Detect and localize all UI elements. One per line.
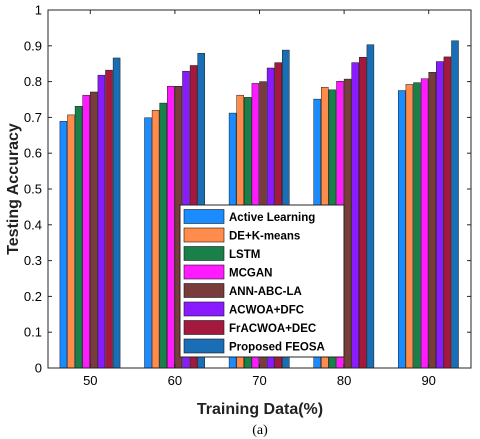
- bar-acwoa-dfc-90: [436, 61, 444, 369]
- bar-active-learning-60: [144, 117, 152, 369]
- bar-acwoa-dfc-80: [351, 62, 359, 369]
- bar-proposed-feosa-90: [451, 40, 459, 369]
- bar-proposed-feosa-80: [366, 44, 375, 369]
- bar-active-learning-50: [59, 121, 68, 369]
- legend-swatch-lstm: [183, 246, 225, 261]
- bar-lstm-50: [74, 106, 83, 369]
- legend-label-de-k-means: DE+K-means: [229, 231, 300, 243]
- bar-de-k-means-60: [151, 109, 160, 369]
- x-tick-label: 80: [337, 373, 351, 388]
- legend-swatch-proposed-feosa: [183, 338, 225, 354]
- bar-fracwoa-dec-80: [359, 57, 367, 369]
- bar-proposed-feosa-50: [112, 57, 121, 369]
- legend-swatch-ann-abc-la: [183, 283, 225, 298]
- bar-ann-abc-la-90: [428, 72, 436, 369]
- y-tick-label: 0.2: [24, 289, 42, 304]
- bar-fracwoa-dec-50: [105, 69, 113, 369]
- figure-caption: (a): [252, 423, 268, 438]
- legend-label-proposed-feosa: Proposed FEOSA: [229, 342, 325, 354]
- legend-swatch-de-k-means: [183, 227, 225, 243]
- bar-de-k-means-50: [67, 114, 75, 369]
- bar-active-learning-90: [398, 90, 406, 369]
- bar-fracwoa-dec-90: [443, 56, 452, 369]
- y-tick-label: 0.6: [24, 146, 42, 161]
- legend-swatch-active-learning: [183, 209, 225, 224]
- x-axis-title: Training Data(%): [197, 401, 323, 418]
- legend-label-lstm: LSTM: [229, 249, 260, 261]
- x-tick-label: 70: [252, 373, 266, 388]
- bar-mcgan-50: [82, 94, 90, 369]
- y-axis-title: Testing Accuracy: [5, 123, 22, 255]
- bar-lstm-90: [413, 82, 421, 369]
- legend: Active Learning DE+K-means LSTM MCGAN ANN-AB…: [179, 204, 345, 358]
- legend-swatch-fracwoa-dec: [183, 320, 225, 335]
- y-tick-label: 0.7: [24, 110, 42, 125]
- y-ticks: 0 0.1 0.2 0.3 0.4 0.5 0.6 0.7 0.8 0.9 1: [24, 3, 471, 376]
- legend-label-acwoa-dfc: ACWOA+DFC: [229, 305, 304, 317]
- legend-swatch-acwoa-dfc: [183, 301, 225, 317]
- x-tick-label: 60: [168, 373, 182, 388]
- bar-mcgan-60: [167, 86, 175, 369]
- bar-ann-abc-la-80: [343, 78, 352, 369]
- legend-label-active-learning: Active Learning: [229, 212, 315, 224]
- legend-label-ann-abc-la: ANN-ABC-LA: [229, 286, 302, 298]
- legend-swatch-mcgan: [183, 264, 225, 280]
- legend-label-mcgan: MCGAN: [229, 268, 272, 280]
- y-tick-label: 0.5: [24, 182, 42, 197]
- bar-ann-abc-la-50: [90, 91, 98, 369]
- y-tick-label: 0.9: [24, 38, 42, 53]
- bar-acwoa-dfc-50: [97, 74, 106, 369]
- bar-mcgan-90: [420, 78, 429, 369]
- y-tick-label: 0.8: [24, 74, 42, 89]
- bar-de-k-means-90: [405, 84, 414, 369]
- legend-label-fracwoa-dec: FrACWOA+DEC: [229, 323, 316, 335]
- x-tick-label: 90: [421, 373, 435, 388]
- y-tick-label: 0.4: [24, 217, 42, 232]
- bar-lstm-60: [159, 102, 167, 369]
- x-tick-label: 50: [83, 373, 97, 388]
- y-tick-label: 0: [35, 361, 42, 376]
- y-tick-label: 0.3: [24, 253, 42, 268]
- y-tick-label: 0.1: [24, 325, 42, 340]
- y-tick-label: 1: [35, 3, 42, 18]
- x-ticks: 50 60 70 80 90: [83, 10, 436, 388]
